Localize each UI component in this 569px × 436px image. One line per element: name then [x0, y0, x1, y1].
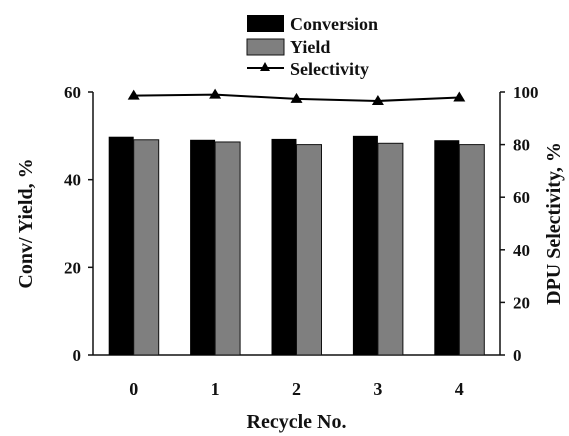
y-axis-title-left: Conv/ Yield, %: [15, 158, 37, 288]
y-tick-label-right: 20: [513, 293, 530, 312]
legend-swatch-conversion: [247, 15, 284, 32]
bar-yield: [459, 145, 484, 355]
bar-conversion: [353, 136, 378, 355]
x-tick-label: 0: [129, 379, 138, 399]
y-tick-label-left: 60: [64, 83, 81, 102]
x-tick-label: 2: [292, 379, 301, 399]
bar-conversion: [109, 137, 134, 355]
x-tick-label: 3: [373, 379, 382, 399]
y-tick-label-left: 0: [73, 346, 82, 365]
bar-yield: [378, 143, 403, 355]
bar-conversion: [272, 139, 297, 355]
y-tick-label-left: 40: [64, 171, 81, 190]
selectivity-marker: [453, 92, 465, 102]
y-tick-label-left: 20: [64, 258, 81, 277]
y-tick-label-right: 0: [513, 346, 522, 365]
bar-yield: [215, 142, 240, 355]
selectivity-marker: [209, 89, 221, 99]
legend-marker-selectivity: [260, 62, 270, 71]
legend-label-yield: Yield: [290, 37, 330, 57]
y-tick-label-right: 100: [513, 83, 539, 102]
y-axis-title-right: DPU Selectivity, %: [543, 142, 565, 305]
legend-label-conversion: Conversion: [290, 14, 378, 34]
bar-yield: [134, 140, 159, 355]
y-tick-label-right: 80: [513, 136, 530, 155]
legend-label-selectivity: Selectivity: [290, 59, 369, 79]
x-tick-label: 4: [455, 379, 464, 399]
bar-conversion: [190, 140, 215, 355]
y-tick-label-right: 60: [513, 188, 530, 207]
bar-yield: [297, 145, 322, 355]
x-axis-title: Recycle No.: [247, 411, 347, 433]
legend-swatch-yield: [247, 39, 284, 55]
y-tick-label-right: 40: [513, 241, 530, 260]
bar-conversion: [434, 140, 459, 355]
x-tick-label: 1: [211, 379, 220, 399]
